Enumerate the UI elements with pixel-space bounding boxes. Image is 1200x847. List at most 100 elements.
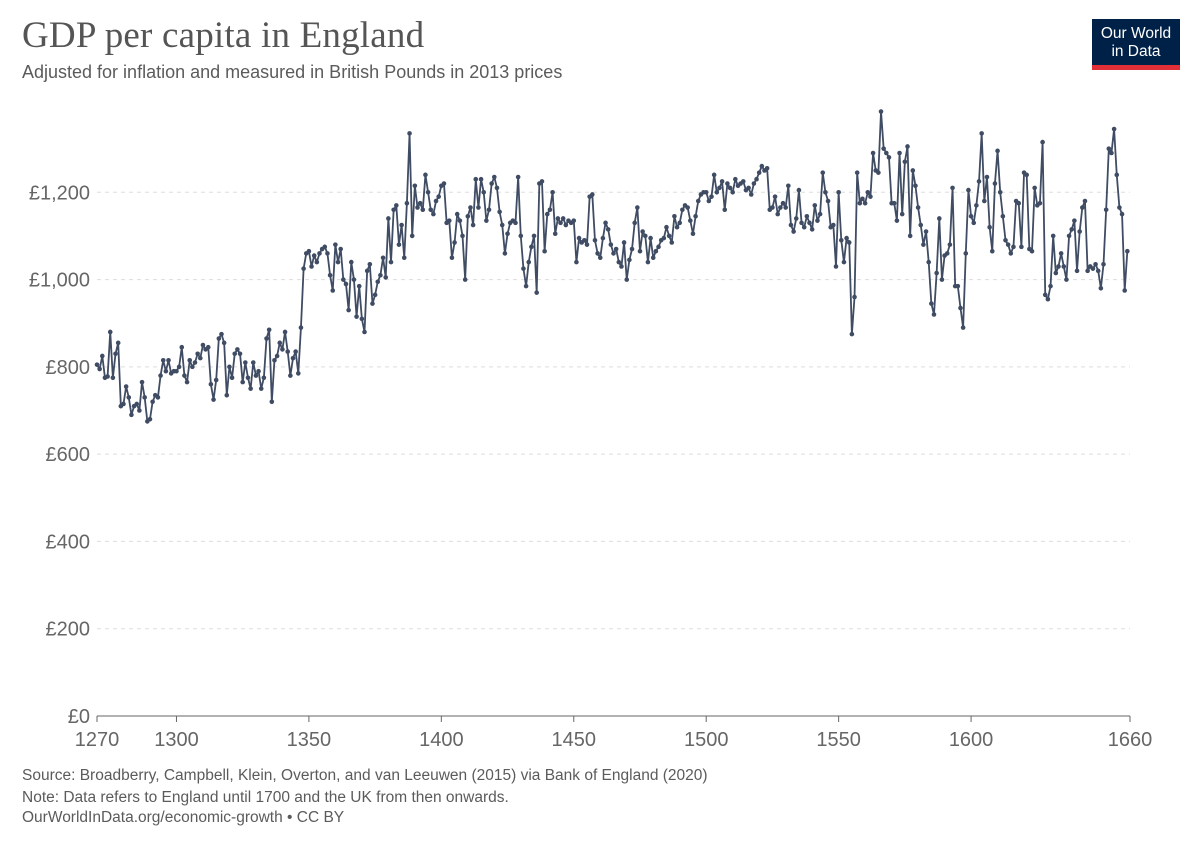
data-point[interactable] bbox=[1085, 268, 1090, 274]
data-point[interactable] bbox=[531, 233, 537, 239]
data-point[interactable] bbox=[245, 375, 251, 381]
data-point[interactable] bbox=[1011, 244, 1016, 250]
data-point[interactable] bbox=[160, 358, 166, 363]
data-point[interactable] bbox=[780, 200, 786, 206]
data-point[interactable] bbox=[232, 351, 238, 357]
data-point[interactable] bbox=[886, 155, 892, 160]
data-point[interactable] bbox=[865, 189, 871, 195]
data-point[interactable] bbox=[277, 340, 283, 346]
data-point[interactable] bbox=[415, 205, 420, 210]
data-point[interactable] bbox=[868, 194, 873, 199]
data-point[interactable] bbox=[457, 218, 463, 223]
data-point[interactable] bbox=[1000, 213, 1006, 219]
data-point[interactable] bbox=[936, 216, 942, 221]
data-point[interactable] bbox=[205, 344, 211, 350]
data-point[interactable] bbox=[1098, 286, 1104, 291]
data-point[interactable] bbox=[894, 218, 900, 223]
data-point[interactable] bbox=[852, 294, 857, 300]
data-point[interactable] bbox=[680, 207, 685, 213]
data-point[interactable] bbox=[558, 220, 563, 226]
data-point[interactable] bbox=[621, 240, 627, 245]
data-point[interactable] bbox=[1066, 233, 1072, 239]
data-point[interactable] bbox=[966, 187, 971, 193]
data-point[interactable] bbox=[107, 329, 113, 335]
data-point[interactable] bbox=[642, 233, 648, 239]
data-point[interactable] bbox=[94, 362, 100, 367]
data-point[interactable] bbox=[354, 314, 359, 319]
data-point[interactable] bbox=[1019, 244, 1024, 250]
data-point[interactable] bbox=[809, 227, 815, 232]
data-point[interactable] bbox=[492, 174, 497, 180]
data-point[interactable] bbox=[179, 344, 185, 350]
data-point[interactable] bbox=[836, 189, 841, 195]
data-point[interactable] bbox=[436, 194, 441, 199]
data-point[interactable] bbox=[804, 213, 810, 219]
data-point[interactable] bbox=[237, 351, 243, 357]
data-point[interactable] bbox=[603, 220, 608, 226]
data-point[interactable] bbox=[425, 189, 431, 195]
data-point[interactable] bbox=[719, 179, 725, 184]
data-point[interactable] bbox=[714, 189, 720, 195]
data-point[interactable] bbox=[793, 216, 799, 221]
data-point[interactable] bbox=[740, 179, 746, 184]
data-point[interactable] bbox=[1095, 268, 1101, 274]
data-point[interactable] bbox=[857, 200, 863, 206]
data-point[interactable] bbox=[1117, 205, 1122, 210]
data-point[interactable] bbox=[608, 242, 614, 247]
data-point[interactable] bbox=[163, 368, 169, 374]
data-point[interactable] bbox=[661, 235, 667, 241]
data-point[interactable] bbox=[801, 224, 807, 230]
data-point[interactable] bbox=[208, 382, 214, 387]
data-point[interactable] bbox=[974, 203, 979, 208]
data-point[interactable] bbox=[513, 220, 518, 226]
data-point[interactable] bbox=[563, 222, 569, 228]
data-point[interactable] bbox=[955, 283, 961, 289]
data-point[interactable] bbox=[198, 355, 203, 361]
data-point[interactable] bbox=[982, 198, 987, 204]
data-point[interactable] bbox=[105, 374, 110, 379]
data-point[interactable] bbox=[1103, 207, 1109, 213]
data-point[interactable] bbox=[730, 189, 735, 195]
data-point[interactable] bbox=[364, 268, 370, 274]
data-point[interactable] bbox=[341, 277, 346, 282]
data-point[interactable] bbox=[616, 259, 622, 265]
data-point[interactable] bbox=[775, 211, 781, 217]
data-point[interactable] bbox=[325, 251, 330, 256]
data-point[interactable] bbox=[746, 185, 751, 191]
data-point[interactable] bbox=[314, 259, 320, 265]
data-point[interactable] bbox=[97, 366, 102, 372]
data-point[interactable] bbox=[190, 364, 195, 370]
data-point[interactable] bbox=[796, 187, 802, 193]
data-point[interactable] bbox=[791, 229, 796, 234]
data-point[interactable] bbox=[709, 194, 714, 199]
data-point[interactable] bbox=[462, 277, 468, 282]
data-point[interactable] bbox=[544, 211, 550, 217]
data-point[interactable] bbox=[523, 283, 529, 289]
data-point[interactable] bbox=[799, 220, 804, 226]
data-point[interactable] bbox=[253, 373, 259, 378]
data-point[interactable] bbox=[489, 181, 494, 186]
data-point[interactable] bbox=[820, 170, 826, 175]
data-point[interactable] bbox=[1074, 268, 1080, 274]
data-point[interactable] bbox=[404, 200, 410, 206]
data-point[interactable] bbox=[1106, 146, 1112, 151]
data-point[interactable] bbox=[221, 340, 227, 346]
data-point[interactable] bbox=[248, 386, 253, 391]
data-point[interactable] bbox=[1005, 242, 1011, 247]
data-point[interactable] bbox=[192, 360, 198, 365]
data-point[interactable] bbox=[293, 349, 298, 354]
data-point[interactable] bbox=[1050, 233, 1056, 239]
data-point[interactable] bbox=[876, 170, 881, 175]
data-point[interactable] bbox=[823, 189, 828, 195]
data-point[interactable] bbox=[256, 368, 261, 374]
data-point[interactable] bbox=[960, 325, 966, 330]
data-point[interactable] bbox=[155, 395, 161, 400]
data-point[interactable] bbox=[378, 272, 383, 278]
data-point[interactable] bbox=[838, 237, 844, 243]
data-point[interactable] bbox=[672, 213, 677, 219]
data-point[interactable] bbox=[717, 185, 722, 191]
data-point[interactable] bbox=[454, 211, 460, 217]
data-point[interactable] bbox=[412, 183, 418, 189]
data-point[interactable] bbox=[878, 109, 884, 114]
data-point[interactable] bbox=[560, 216, 566, 221]
